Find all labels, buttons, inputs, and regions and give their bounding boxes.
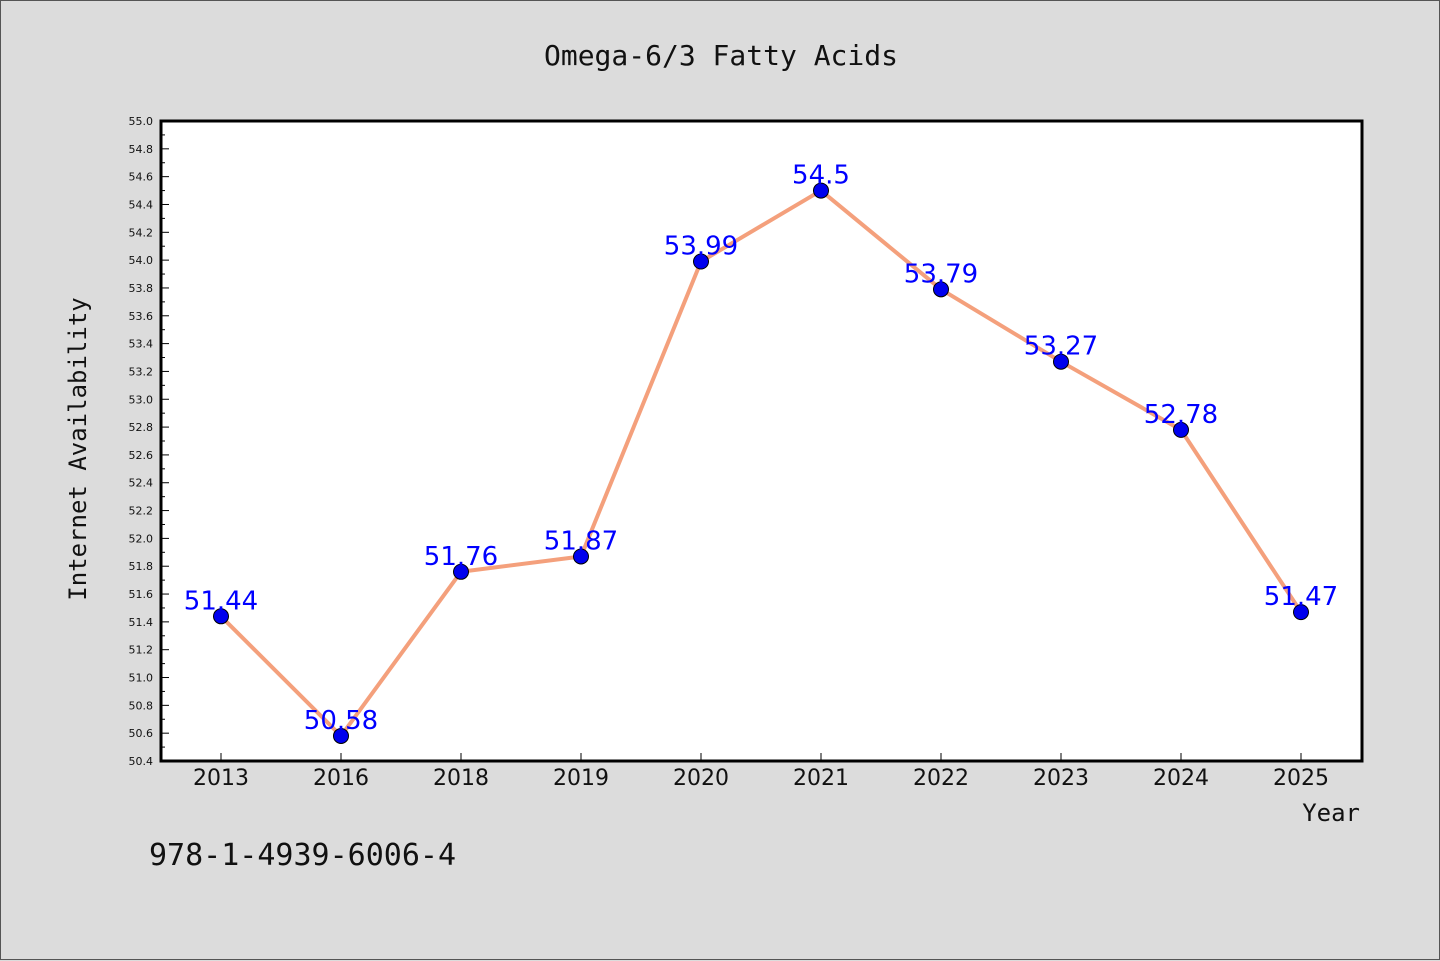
x-tick-label: 2018 xyxy=(433,766,489,791)
y-tick-label: 50.8 xyxy=(129,699,154,712)
y-tick-label: 54.6 xyxy=(129,171,154,184)
y-tick-label: 51.0 xyxy=(129,672,154,685)
y-tick-label: 53.0 xyxy=(129,393,154,406)
data-point xyxy=(1053,353,1069,370)
y-tick-label: 52.0 xyxy=(129,532,154,545)
series-line xyxy=(219,188,1303,738)
y-tick-label: 51.6 xyxy=(129,588,154,601)
y-tick-label: 51.4 xyxy=(129,616,154,629)
data-point xyxy=(693,253,709,270)
y-tick-label: 55.0 xyxy=(129,115,154,128)
y-tick-label: 51.8 xyxy=(129,560,154,573)
y-tick-label: 54.2 xyxy=(129,226,154,239)
y-tick-label: 52.6 xyxy=(129,449,154,462)
y-tick-label: 53.2 xyxy=(129,365,154,378)
y-tick-label: 54.4 xyxy=(129,198,154,211)
x-axis: 2013 2016 2018 2019 2020 2021 2022 2023 2024 2025 xyxy=(193,753,1329,791)
y-tick-label: 54.0 xyxy=(129,254,154,267)
y-tick-label: 52.8 xyxy=(129,421,154,434)
data-point xyxy=(1173,421,1189,438)
x-tick-label: 2025 xyxy=(1273,766,1329,791)
data-label: 53.99 xyxy=(664,232,738,262)
series-group: 51.44 50.58 51.76 51.87 53.99 54.5 53.79 53.27 5… xyxy=(184,161,1338,744)
x-tick-label: 2024 xyxy=(1153,766,1209,791)
y-axis-label: Internet Availability xyxy=(64,297,92,600)
plot-area xyxy=(159,119,1364,763)
data-point xyxy=(1293,604,1309,621)
data-point xyxy=(213,608,229,625)
y-tick-label: 53.6 xyxy=(129,310,154,323)
y-tick-label: 54.8 xyxy=(129,143,154,156)
data-label: 51.87 xyxy=(544,526,618,556)
y-tick-label: 52.4 xyxy=(129,477,154,490)
data-label: 53.27 xyxy=(1024,332,1098,362)
y-tick-label: 53.8 xyxy=(129,282,154,295)
data-label: 52.78 xyxy=(1144,400,1218,430)
y-tick-label: 53.4 xyxy=(129,338,154,351)
data-label: 54.5 xyxy=(792,161,850,191)
data-label: 50.58 xyxy=(304,706,378,736)
y-axis: 50.4 50.6 50.8 51.0 51.2 51.4 51.6 51.8 52.0 52.2… xyxy=(129,115,169,768)
chart-title: Omega-6/3 Fatty Acids xyxy=(544,39,898,72)
x-tick-label: 2013 xyxy=(193,766,249,791)
data-label: 53.79 xyxy=(904,259,978,289)
data-point xyxy=(333,727,349,744)
x-tick-label: 2020 xyxy=(673,766,729,791)
x-tick-label: 2016 xyxy=(313,766,369,791)
x-tick-label: 2023 xyxy=(1033,766,1089,791)
x-axis-label: Year xyxy=(1302,799,1360,827)
footer-isbn: 978-1-4939-6006-4 xyxy=(149,838,456,873)
x-tick-label: 2022 xyxy=(913,766,969,791)
x-tick-label: 2019 xyxy=(553,766,609,791)
y-tick-label: 50.6 xyxy=(129,727,154,740)
y-tick-label: 51.2 xyxy=(129,644,154,657)
y-tick-label: 52.2 xyxy=(129,505,154,518)
data-point xyxy=(573,548,589,565)
y-tick-label: 50.4 xyxy=(129,755,154,768)
data-label: 51.76 xyxy=(424,542,498,572)
data-point xyxy=(813,182,829,199)
data-label: 51.44 xyxy=(184,586,258,616)
data-point xyxy=(453,563,469,580)
x-tick-label: 2021 xyxy=(793,766,849,791)
data-point xyxy=(933,281,949,298)
data-label: 51.47 xyxy=(1264,582,1338,612)
